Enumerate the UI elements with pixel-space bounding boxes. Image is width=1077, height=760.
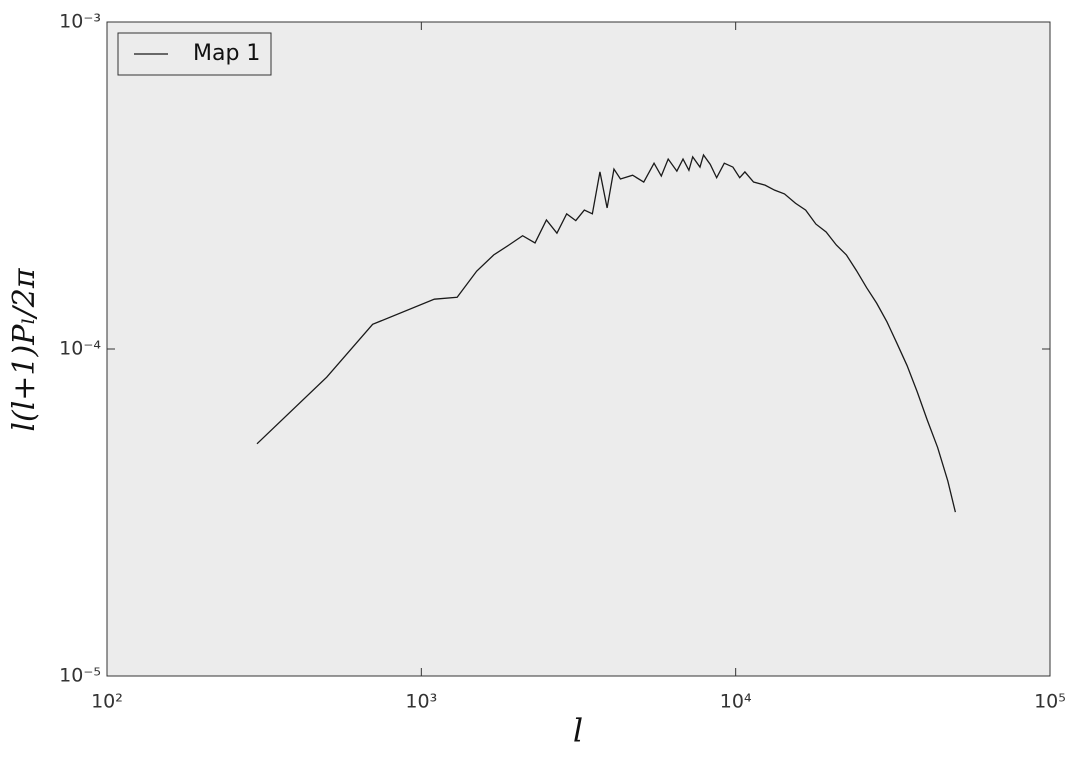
data-line	[256, 153, 957, 513]
y-tick-label: 10⁻⁴	[59, 338, 101, 360]
x-tick-label: 10²	[91, 691, 123, 713]
y-axis-label: l(l+1)Pₗ/2π	[7, 267, 42, 431]
x-axis-label: l	[573, 712, 583, 750]
x-tick-label: 10⁵	[1034, 691, 1066, 713]
y-tick-label: 10⁻³	[59, 11, 101, 33]
plot-area	[106, 21, 1051, 677]
legend-label: Map 1	[193, 41, 260, 66]
x-tick-label: 10³	[405, 691, 437, 713]
x-tick-label: 10⁴	[720, 691, 752, 713]
y-tick-label: 10⁻⁵	[59, 665, 101, 687]
